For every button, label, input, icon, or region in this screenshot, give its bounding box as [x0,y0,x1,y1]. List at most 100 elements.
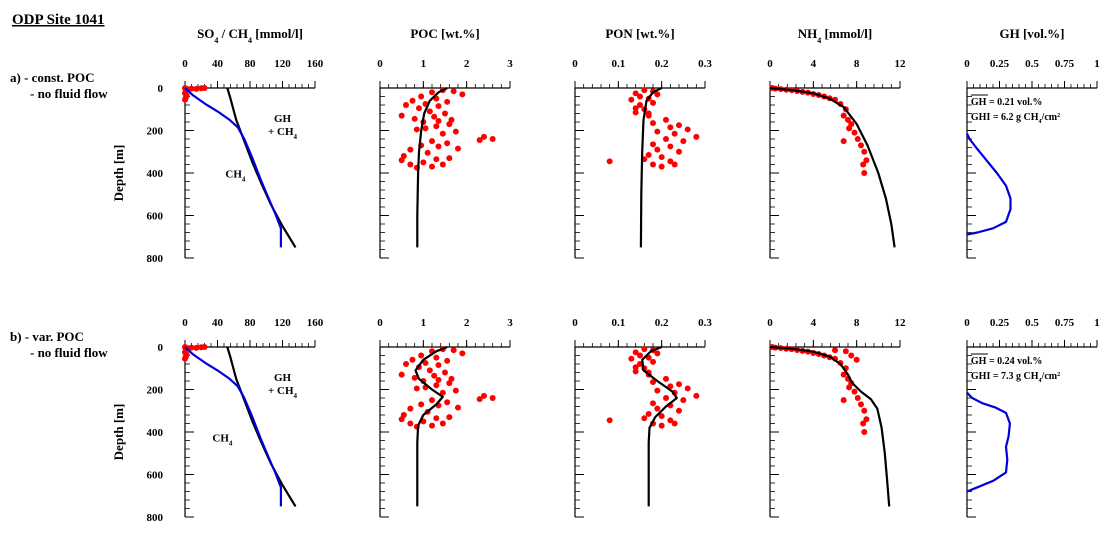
data-point [446,155,453,162]
plot-b-3: 0 4 8 12 [767,317,907,518]
data-point [858,142,864,149]
x-tick-label: 0.5 [1025,58,1039,70]
annotation-part: 2 [1057,372,1060,378]
plot-title: POC [wt.%] [410,26,479,41]
data-point [398,371,405,378]
data-point [628,96,635,103]
data-point [448,116,455,123]
data-point [444,98,451,105]
data-point [435,103,442,110]
data-point [435,376,442,383]
data-point [489,395,496,401]
model-curve [226,87,297,248]
row-sublabel: - no fluid flow [30,86,108,101]
data-point [840,138,847,145]
data-point [650,358,656,365]
data-point [863,416,870,423]
x-tick-label: 4 [811,317,817,329]
data-point [411,374,418,381]
data-point [667,158,674,165]
x-tick-label: 0 [964,317,970,329]
plot-a-1: POC [wt.%] 0 1 2 3 [377,26,513,259]
x-tick-label: 0 [964,58,970,70]
data-point [407,146,414,153]
annotation: CH4 [212,433,233,448]
data-point [693,392,700,399]
data-point [450,88,457,95]
x-tick-label: 40 [212,58,224,70]
y-tick-label: 200 [147,385,164,397]
data-point [435,143,442,150]
data-point [671,130,678,137]
data-point [684,126,691,133]
data-point [188,85,195,92]
x-tick-label: 40 [212,317,224,329]
data-point [193,344,200,351]
data-point [654,405,661,412]
x-tick-label: 0 [572,58,578,70]
data-point [854,136,861,142]
x-tick-label: 160 [307,58,324,70]
data-point [433,382,440,389]
data-point [628,355,635,362]
row-label: b) - var. POC [10,329,84,344]
data-point [418,93,425,100]
annotation-part: 4 [294,133,298,141]
x-tick-label: 0 [767,58,773,70]
x-tick-label: 0 [182,317,188,329]
model-curve [414,345,448,507]
data-point [861,407,868,414]
annotation-part: + CH [268,126,294,138]
annotation: GH [274,113,292,125]
data-point [860,420,867,427]
data-point [845,116,851,123]
data-point [676,122,682,129]
data-point [641,87,648,94]
data-point [459,91,466,98]
plot-title-part: 4 [817,36,821,45]
data-point [182,96,188,103]
y-tick-label: 600 [147,470,164,482]
data-point [846,125,853,132]
data-point [489,136,496,142]
annotation-part: GHI = 6.2 g CH [971,112,1039,123]
data-point [676,381,682,388]
data-point [398,416,405,423]
plot-title: GH [vol.%] [1000,26,1065,41]
site-title: ODP Site 1041 [12,12,105,28]
annotation: GH [274,372,292,384]
data-point [840,112,847,119]
data-point [667,143,674,150]
annotation-part: 4 [229,440,233,448]
plot-a-0: SO4 / CH4 [mmol/l]0 40 80 120 16002004006008… [111,26,324,265]
data-point [853,356,860,363]
data-point [654,91,661,98]
data-point [637,102,643,108]
data-point [416,105,422,112]
y-tick-label: 0 [158,83,164,95]
data-point [663,375,669,382]
data-point [658,413,665,420]
data-point [632,368,639,375]
data-point [854,395,861,401]
model-curve [416,87,448,248]
data-point [650,400,656,407]
data-point [422,125,429,132]
x-tick-label: 12 [895,317,907,329]
data-point [403,361,409,367]
x-tick-label: 12 [895,58,907,70]
data-point [433,156,440,163]
data-point [676,148,682,155]
row-sublabel: - no fluid flow [30,345,108,360]
data-point [676,407,682,414]
data-point [863,157,870,164]
annotation: GHI = 6.2 g CH4/cm2 [971,112,1060,125]
x-tick-label: 4 [811,58,817,70]
data-point [435,362,442,369]
data-point [693,133,700,140]
annotation-part: /cm [1041,112,1058,123]
annotation-part: 4 [1039,119,1042,125]
data-point [418,352,425,359]
x-tick-label: 120 [274,317,291,329]
data-point [426,367,433,374]
